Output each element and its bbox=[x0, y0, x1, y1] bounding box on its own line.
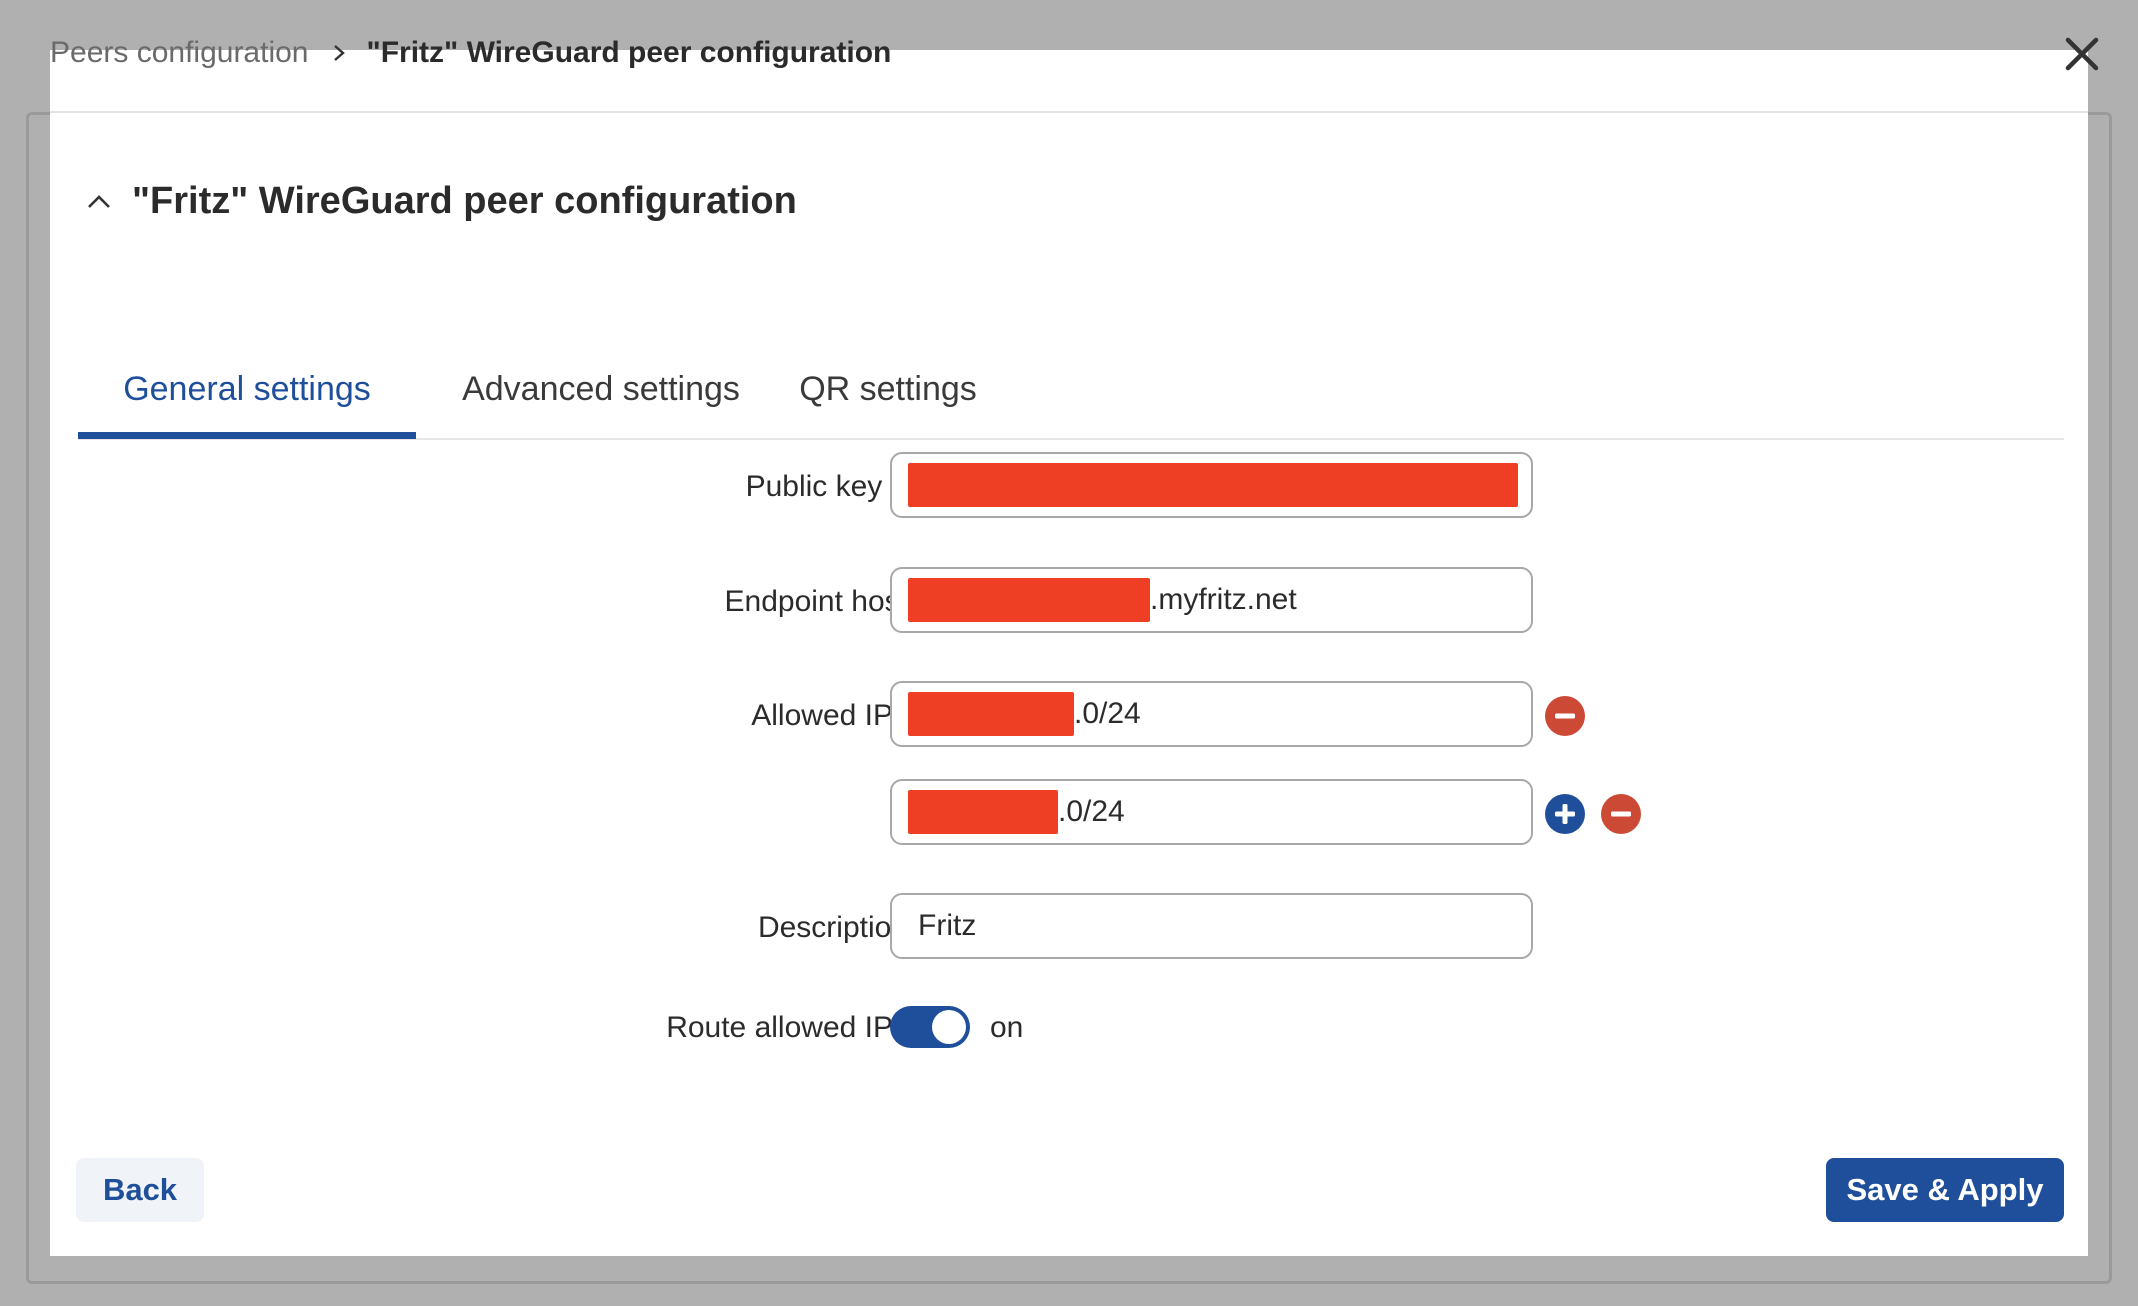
redacted-value bbox=[908, 790, 1058, 834]
breadcrumb: Peers configuration "Fritz" WireGuard pe… bbox=[50, 28, 891, 78]
plus-icon bbox=[1555, 804, 1575, 824]
back-button[interactable]: Back bbox=[76, 1158, 204, 1222]
route-allowed-ips-row: Route allowed IPs on bbox=[50, 993, 2088, 1063]
allowed-ip-suffix: .0/24 bbox=[1074, 697, 1141, 730]
add-ip-button[interactable] bbox=[1545, 794, 1585, 834]
save-apply-button[interactable]: Save & Apply bbox=[1826, 1158, 2064, 1222]
allowed-ip-input[interactable]: .0/24 bbox=[890, 779, 1533, 845]
modal-dialog: "Fritz" WireGuard peer configuration Gen… bbox=[50, 50, 2088, 1256]
minus-icon bbox=[1611, 811, 1631, 817]
redacted-value bbox=[908, 692, 1074, 736]
redacted-value bbox=[908, 463, 1518, 507]
section-header[interactable]: "Fritz" WireGuard peer configuration bbox=[86, 180, 797, 223]
tab-bar: General settings Advanced settings QR se… bbox=[78, 340, 2064, 440]
tab-advanced-settings[interactable]: Advanced settings bbox=[462, 370, 740, 408]
chevron-right-icon bbox=[329, 43, 349, 63]
header-divider bbox=[50, 111, 2088, 113]
close-icon[interactable] bbox=[2064, 36, 2100, 72]
allowed-ip-suffix: .0/24 bbox=[1058, 795, 1125, 828]
minus-icon bbox=[1555, 713, 1575, 719]
toggle-state-text: on bbox=[990, 1011, 1024, 1044]
tab-general-settings[interactable]: General settings bbox=[78, 340, 416, 439]
chevron-up-icon[interactable] bbox=[86, 189, 112, 215]
endpoint-host-suffix: .myfritz.net bbox=[1150, 583, 1297, 616]
public-key-input[interactable] bbox=[890, 452, 1533, 518]
route-allowed-ips-toggle[interactable] bbox=[890, 1006, 970, 1048]
tab-qr-settings[interactable]: QR settings bbox=[799, 370, 977, 408]
public-key-label: Public key * bbox=[746, 452, 908, 522]
toggle-knob bbox=[932, 1010, 966, 1044]
section-title: "Fritz" WireGuard peer configuration bbox=[132, 180, 797, 222]
remove-ip-button[interactable] bbox=[1601, 794, 1641, 834]
public-key-row: Public key * bbox=[50, 452, 2088, 522]
endpoint-host-row: Endpoint host .myfritz.net bbox=[50, 567, 2088, 637]
description-label: Description bbox=[757, 911, 908, 944]
allowed-ips-row: Allowed IPs .0/24 bbox=[50, 681, 2088, 751]
breadcrumb-current: "Fritz" WireGuard peer configuration bbox=[366, 36, 892, 69]
redacted-value bbox=[908, 578, 1150, 622]
remove-ip-button[interactable] bbox=[1545, 696, 1585, 736]
route-allowed-ips-label: Route allowed IPs bbox=[666, 1011, 908, 1044]
description-input[interactable]: Fritz bbox=[890, 893, 1533, 959]
allowed-ips-label: Allowed IPs bbox=[751, 699, 908, 732]
endpoint-host-label: Endpoint host bbox=[724, 585, 908, 618]
description-row: Description Fritz bbox=[50, 893, 2088, 963]
endpoint-host-input[interactable]: .myfritz.net bbox=[890, 567, 1533, 633]
allowed-ip-input[interactable]: .0/24 bbox=[890, 681, 1533, 747]
allowed-ips-row-2: .0/24 bbox=[50, 779, 2088, 849]
breadcrumb-parent-link[interactable]: Peers configuration bbox=[50, 36, 309, 69]
